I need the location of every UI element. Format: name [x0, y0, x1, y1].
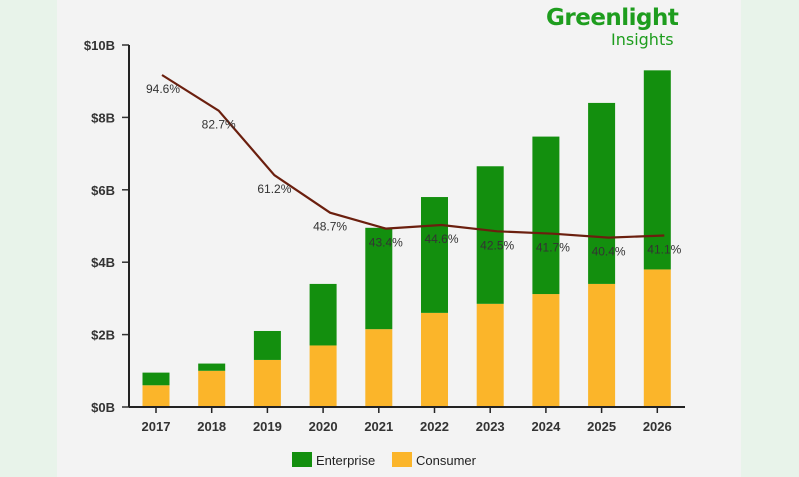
y-tick-label: $8B: [91, 110, 115, 125]
bar-enterprise-2020: [309, 283, 337, 346]
bars: [142, 70, 671, 407]
percentage-label: 82.7%: [202, 118, 236, 132]
y-tick-label: $6B: [91, 183, 115, 198]
bar-consumer-2020: [309, 345, 337, 407]
bar-enterprise-2018: [198, 363, 226, 371]
bar-consumer-2025: [588, 283, 616, 407]
x-axis: 2017 2018 2019 2020 2021 2022 2023 2024 2025 2026: [142, 407, 672, 434]
x-tick-label: 2022: [420, 419, 449, 434]
x-tick-label: 2021: [364, 419, 393, 434]
x-tick-label: 2025: [587, 419, 616, 434]
axes: [128, 45, 685, 408]
legend-label-consumer: Consumer: [416, 453, 477, 468]
bar-enterprise-2025: [588, 102, 616, 284]
bar-enterprise-2024: [532, 136, 560, 295]
percentage-label: 43.4%: [369, 236, 403, 250]
bar-consumer-2022: [421, 312, 448, 407]
bar-enterprise-2017: [142, 372, 170, 386]
x-tick-label: 2026: [643, 419, 672, 434]
legend-swatch-consumer: [392, 452, 412, 467]
percentage-label: 48.7%: [313, 220, 347, 234]
x-tick-label: 2024: [531, 419, 561, 434]
x-tick-label: 2018: [197, 419, 226, 434]
percentage-label: 41.1%: [647, 243, 681, 257]
y-tick-label: $4B: [91, 255, 115, 270]
legend-label-enterprise: Enterprise: [316, 453, 375, 468]
legend: Enterprise Consumer: [292, 452, 477, 468]
x-tick-label: 2023: [476, 419, 505, 434]
legend-swatch-enterprise: [292, 452, 312, 467]
bar-consumer-2018: [198, 370, 226, 407]
brand-logo: Greenlight: [546, 5, 679, 31]
bar-consumer-2026: [643, 269, 671, 407]
percentage-label: 44.6%: [424, 232, 458, 246]
bar-consumer-2017: [142, 385, 170, 407]
y-tick-label: $10B: [84, 38, 115, 53]
bar-consumer-2021: [365, 329, 393, 407]
percentage-label: 42.5%: [480, 238, 514, 252]
x-tick-label: 2020: [309, 419, 338, 434]
y-axis: $0B $2B $4B $6B $8B $10B: [84, 38, 129, 415]
percentage-label: 94.6%: [146, 82, 180, 96]
bar-enterprise-2022: [421, 197, 448, 313]
bar-enterprise-2019: [253, 330, 281, 360]
percentage-label: 40.4%: [592, 245, 626, 259]
percentage-label: 41.7%: [536, 241, 570, 255]
bar-enterprise-2023: [476, 166, 504, 304]
percentage-line-path: [161, 74, 665, 239]
y-tick-label: $0B: [91, 400, 115, 415]
percentage-label: 61.2%: [257, 182, 291, 196]
x-tick-label: 2017: [142, 419, 171, 434]
percentage-line: [161, 74, 665, 239]
bar-enterprise-2021: [365, 227, 393, 330]
bar-consumer-2019: [253, 359, 281, 407]
percentage-labels: 94.6% 82.7% 61.2% 48.7% 43.4% 44.6% 42.5% 41.7%…: [146, 82, 682, 259]
x-tick-label: 2019: [253, 419, 282, 434]
bar-consumer-2023: [476, 303, 504, 407]
brand-logo-subtitle: Insights: [611, 30, 674, 49]
bar-consumer-2024: [532, 294, 560, 407]
bar-enterprise-2026: [643, 70, 671, 270]
y-tick-label: $2B: [91, 328, 115, 343]
